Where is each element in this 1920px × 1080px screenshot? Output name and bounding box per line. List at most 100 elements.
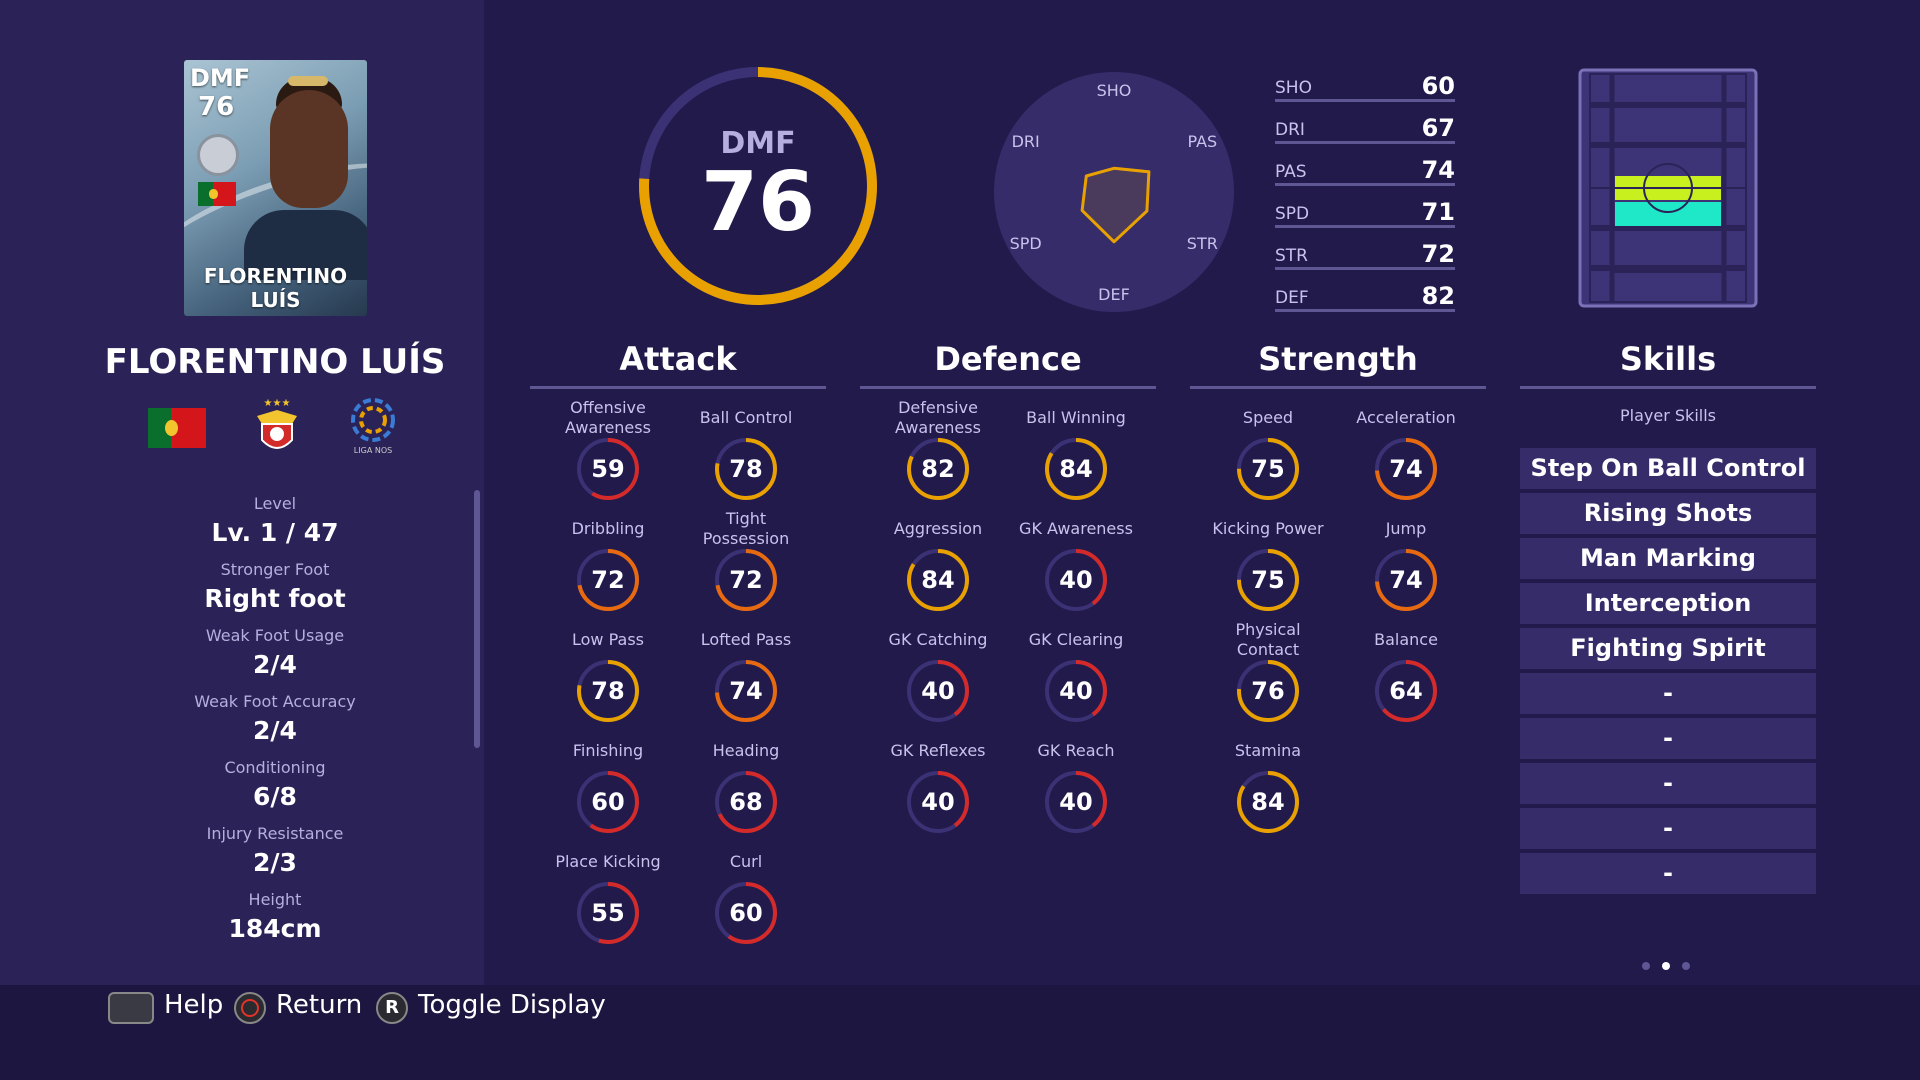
- section-divider: [860, 386, 1156, 389]
- hint-label[interactable]: Help: [164, 990, 224, 1020]
- skill-item[interactable]: Interception: [1520, 583, 1816, 624]
- info-label: Weak Foot Usage: [205, 626, 345, 645]
- player-face: [270, 90, 348, 208]
- attribute-name: Aggression: [863, 519, 1013, 539]
- attribute-name-line: Low Pass: [572, 630, 644, 649]
- attribute-name: Dribbling: [533, 519, 683, 539]
- summary-stat-name: PAS: [1275, 162, 1307, 182]
- radar-polygon: [1080, 166, 1151, 244]
- section-divider: [1190, 386, 1486, 389]
- radar-label: SPD: [1010, 234, 1042, 253]
- attribute-name-line: Heading: [712, 741, 780, 760]
- summary-stat-line: [1275, 183, 1455, 186]
- overall-rating-ring: DMF 76: [636, 64, 880, 308]
- hint-label[interactable]: Return: [276, 990, 363, 1020]
- info-value: 2/4: [253, 650, 297, 679]
- summary-stat-line: [1275, 99, 1455, 102]
- r-glyph: R: [385, 997, 399, 1018]
- info-scrollbar[interactable]: [474, 490, 480, 748]
- summary-stat-name: SHO: [1275, 78, 1312, 98]
- attribute-name: GK Reach: [1001, 741, 1151, 761]
- card-position: DMF: [190, 64, 251, 92]
- square-button-icon[interactable]: [108, 992, 154, 1024]
- attribute-ring: 78: [713, 436, 779, 502]
- attribute-value: 82: [921, 455, 955, 483]
- attribute-name-line: Lofted Pass: [700, 630, 792, 649]
- attribute-ring-fill: [1045, 438, 1107, 500]
- attribute-name: Lofted Pass: [671, 630, 821, 650]
- attribute-ring-fill: [907, 438, 969, 500]
- attribute-value: 78: [591, 677, 625, 705]
- pager-dot[interactable]: [1642, 962, 1650, 970]
- summary-stat-name: DRI: [1275, 120, 1305, 140]
- attribute-name: Ball Control: [671, 408, 821, 428]
- pager-dot-active[interactable]: [1662, 962, 1670, 970]
- attribute-ring: 40: [1043, 658, 1109, 724]
- circle-button-icon[interactable]: [234, 992, 266, 1024]
- summary-stat-line: [1275, 141, 1455, 144]
- player-shirt: [244, 210, 367, 280]
- attribute-ring: 72: [713, 547, 779, 613]
- overall-position: DMF: [720, 126, 796, 161]
- attribute-value: 60: [729, 899, 763, 927]
- skill-item[interactable]: -: [1520, 808, 1816, 849]
- attribute-ring-fill: [1375, 549, 1437, 611]
- info-label: Injury Resistance: [206, 824, 344, 843]
- summary-stat-row: SPD 71: [1275, 188, 1455, 228]
- info-label: Conditioning: [224, 758, 326, 777]
- attribute-name-line: Stamina: [1234, 741, 1302, 760]
- attribute-name-line: Awareness: [895, 418, 981, 437]
- skill-item[interactable]: Step On Ball Control: [1520, 448, 1816, 489]
- hint-label[interactable]: Toggle Display: [418, 990, 606, 1020]
- attribute-value: 74: [1389, 566, 1423, 594]
- r-stick-button-icon[interactable]: R: [376, 992, 408, 1024]
- overall-rating: 76: [700, 155, 816, 250]
- attribute-value: 74: [1389, 455, 1423, 483]
- skill-item[interactable]: -: [1520, 673, 1816, 714]
- overall-ring-fill: [639, 67, 877, 305]
- info-label: Stronger Foot: [220, 560, 330, 579]
- summary-stat-row: DRI 67: [1275, 104, 1455, 144]
- button-hint-bar: [0, 985, 1920, 1080]
- attribute-ring-fill: [1375, 660, 1437, 722]
- attribute-ring: 72: [575, 547, 641, 613]
- section-title-attack: Attack: [619, 340, 737, 378]
- pager-dot[interactable]: [1682, 962, 1690, 970]
- attribute-value: 40: [1059, 788, 1093, 816]
- skill-item[interactable]: -: [1520, 763, 1816, 804]
- attribute-name: Tight Possession: [671, 509, 821, 549]
- skill-item[interactable]: -: [1520, 853, 1816, 894]
- radar-background: [994, 72, 1234, 312]
- circle-glyph: [241, 999, 259, 1017]
- attribute-name: Finishing: [533, 741, 683, 761]
- attribute-ring: 60: [575, 769, 641, 835]
- attribute-name-line: Ball Control: [699, 408, 793, 427]
- attribute-ring-fill: [715, 882, 777, 944]
- summary-stat-name: DEF: [1275, 288, 1309, 308]
- skill-item[interactable]: Rising Shots: [1520, 493, 1816, 534]
- card-name: FLORENTINO LUÍS: [203, 264, 348, 312]
- info-label: Weak Foot Accuracy: [194, 692, 356, 711]
- info-value: 6/8: [253, 782, 297, 811]
- section-title-defence: Defence: [934, 340, 1082, 378]
- radar-label: SHO: [1097, 81, 1132, 100]
- radar-label: PAS: [1187, 132, 1217, 151]
- skill-item[interactable]: Fighting Spirit: [1520, 628, 1816, 669]
- position-pitch: [1578, 68, 1758, 308]
- attribute-name-line: Place Kicking: [555, 852, 661, 871]
- summary-stat-name: STR: [1275, 246, 1308, 266]
- attribute-ring-fill: [577, 771, 639, 833]
- attribute-ring: 82: [905, 436, 971, 502]
- player-name: FLORENTINO LUÍS: [104, 342, 446, 382]
- attribute-name-line: Speed: [1242, 408, 1294, 427]
- info-value: Right foot: [204, 584, 346, 613]
- skill-item[interactable]: Man Marking: [1520, 538, 1816, 579]
- radar-label: DEF: [1098, 285, 1130, 304]
- attribute-ring-fill: [715, 549, 777, 611]
- info-value: 184cm: [228, 914, 322, 943]
- skill-item[interactable]: -: [1520, 718, 1816, 759]
- attribute-name-line: Curl: [729, 852, 763, 871]
- summary-stat-name: SPD: [1275, 204, 1310, 224]
- summary-stat-line: [1275, 225, 1455, 228]
- attribute-ring: 75: [1235, 436, 1301, 502]
